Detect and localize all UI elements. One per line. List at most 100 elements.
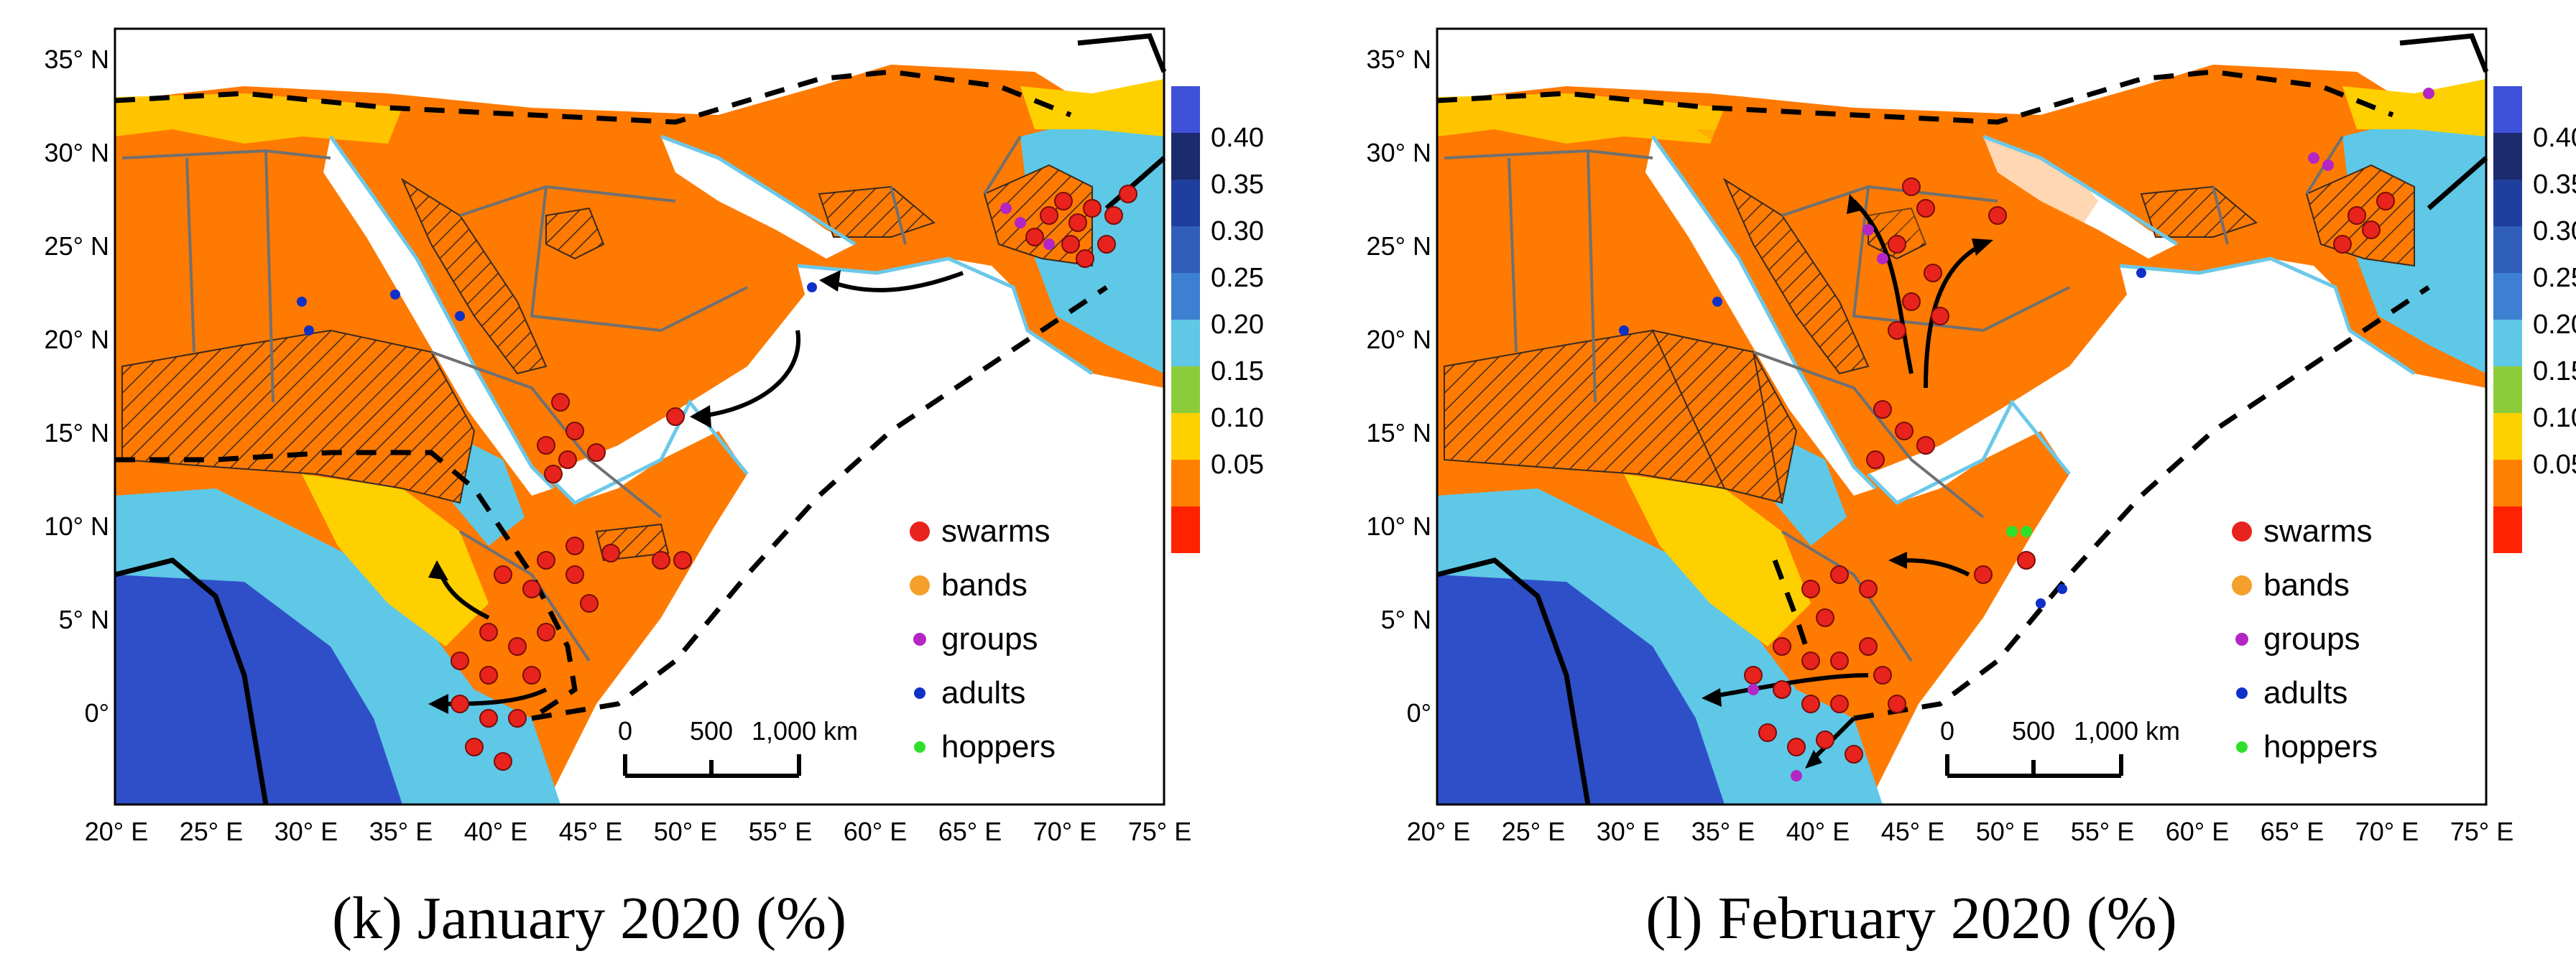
x-tick: 40° E — [1786, 817, 1850, 846]
scale-bar-line — [623, 754, 801, 778]
dashed-boundary-north — [1436, 69, 2394, 125]
scale-tick-0: 0 — [1940, 716, 1954, 746]
legend: swarms bands groups adults hoppers — [910, 514, 1056, 764]
colorbar-segment — [1171, 366, 1200, 413]
y-tick: 10° N — [1367, 511, 1431, 541]
solid-boundary — [1436, 33, 2489, 805]
migration-arrow-1 — [825, 271, 964, 292]
scale-bar: 0 500 1,000 km — [1940, 716, 2180, 778]
colorbar-labels: 0.40 0.35 0.30 0.25 0.20 0.15 0.10 0.05 — [2533, 123, 2576, 480]
arrow-head-2 — [690, 405, 711, 428]
colorbar-segment — [2493, 460, 2522, 506]
y-tick: 25° N — [1367, 231, 1431, 261]
colorbar-segment — [1171, 413, 1200, 460]
colorbar-segment — [1171, 133, 1200, 180]
hatched-red-sea-coast — [1722, 177, 1870, 375]
colorbar-label: 0.30 — [2533, 216, 2576, 246]
y-tick: 15° N — [45, 418, 109, 448]
y-tick: 30° N — [1367, 138, 1431, 167]
x-tick: 60° E — [2166, 817, 2229, 846]
scale-bar: 0 500 1,000 km — [618, 716, 858, 778]
x-tick: 55° E — [2071, 817, 2134, 846]
ethiopia-mid-zone — [302, 474, 489, 646]
legend-groups-marker — [913, 633, 926, 646]
legend-adults-marker — [914, 687, 925, 699]
legend: swarms bands groups adults hoppers — [2232, 514, 2378, 764]
scale-tick-1000: 1,000 km — [2074, 716, 2180, 746]
swarm-points — [1744, 177, 2395, 764]
arabia-zone — [1696, 129, 2098, 259]
colorbar-segment — [2493, 133, 2522, 180]
colorbar-segment — [2493, 226, 2522, 273]
y-tick: 5° N — [59, 605, 109, 634]
hatched-sahel — [121, 329, 476, 504]
legend-groups-marker — [2235, 633, 2248, 646]
x-tick: 65° E — [938, 817, 1002, 846]
x-tick: 50° E — [1976, 817, 2039, 846]
x-tick: 35° E — [369, 817, 433, 846]
y-tick: 5° N — [1381, 605, 1431, 634]
x-tick: 25° E — [1502, 817, 1565, 846]
x-axis-labels: 20° E 25° E 30° E 35° E 40° E 45° E 50° … — [85, 817, 1191, 846]
arrow-head-5 — [1805, 750, 1822, 769]
colorbar-label: 0.05 — [2533, 450, 2576, 480]
legend-bands-label: bands — [2263, 567, 2350, 603]
scale-tick-500: 500 — [2012, 716, 2055, 746]
legend-hoppers-label: hoppers — [941, 729, 1056, 764]
y-tick: 15° N — [1367, 418, 1431, 448]
scale-tick-0: 0 — [618, 716, 632, 746]
colorbar-label: 0.25 — [2533, 263, 2576, 293]
y-tick: 35° N — [1367, 45, 1431, 74]
colorbar-label: 0.40 — [2533, 123, 2576, 153]
hopper-points — [2006, 526, 2032, 537]
colorbar: 0.40 0.35 0.30 0.25 0.20 0.15 0.10 0.05 — [1171, 86, 1264, 553]
colorbar-segment — [1171, 273, 1200, 320]
y-tick: 0° — [85, 698, 109, 728]
y-axis-labels: 35° N 30° N 25° N 20° N 15° N 10° N 5° N… — [1367, 45, 1431, 728]
dashed-boundary-south — [115, 450, 578, 720]
x-tick: 45° E — [1881, 817, 1944, 846]
y-tick: 25° N — [45, 231, 109, 261]
x-tick: 45° E — [559, 817, 622, 846]
arrow-head-1 — [1847, 194, 1864, 214]
map-panel-february: 35° N 30° N 25° N 20° N 15° N 10° N 5° N… — [1351, 27, 2576, 963]
colorbar-segment — [2493, 366, 2522, 413]
dashed-boundary-east — [1853, 285, 2430, 721]
legend-groups-label: groups — [2263, 621, 2360, 657]
x-tick: 35° E — [1691, 817, 1755, 846]
coastline — [328, 134, 1094, 506]
legend-bands-label: bands — [941, 567, 1028, 603]
swarm-points — [451, 185, 1137, 771]
dashed-boundary-east — [531, 285, 1108, 721]
x-tick: 70° E — [1033, 817, 1097, 846]
colorbar-segment — [1171, 506, 1200, 553]
arrow-head-2 — [1972, 238, 1993, 256]
migration-arrow-1 — [1852, 199, 1913, 374]
legend-bands-marker — [910, 575, 930, 595]
pakistan-mid-zone — [1020, 79, 1164, 136]
migration-arrow-2 — [1924, 242, 1985, 389]
legend-groups-label: groups — [941, 621, 1038, 657]
y-tick: 35° N — [45, 45, 109, 74]
colorbar-label: 0.10 — [2533, 403, 2576, 433]
colorbar-label: 0.35 — [2533, 170, 2576, 200]
adult-points — [297, 282, 817, 335]
panel-caption: (l) February 2020 (%) — [1645, 885, 2177, 952]
adult-points — [1619, 268, 2146, 608]
map-frame — [114, 27, 1165, 806]
group-points — [1748, 88, 2434, 782]
colorbar-label: 0.40 — [1211, 123, 1264, 153]
y-axis-labels: 35° N 30° N 25° N 20° N 15° N 10° N 5° N… — [45, 45, 109, 728]
map-svg: 35° N 30° N 25° N 20° N 15° N 10° N 5° N… — [45, 27, 1264, 846]
pakistan-mid-zone — [2342, 79, 2486, 136]
colorbar-label: 0.20 — [1211, 310, 1264, 340]
scale-tick-500: 500 — [690, 716, 733, 746]
legend-swarms-label: swarms — [2263, 514, 2373, 549]
arrow-head-3 — [1888, 552, 1907, 569]
legend-swarms-label: swarms — [941, 514, 1051, 549]
legend-swarms-marker — [2232, 521, 2252, 542]
scale-bar-line — [1945, 754, 2123, 778]
colorbar-label: 0.25 — [1211, 263, 1264, 293]
colorbar-label: 0.30 — [1211, 216, 1264, 246]
colorbar-labels: 0.40 0.35 0.30 0.25 0.20 0.15 0.10 0.05 — [1211, 123, 1264, 480]
